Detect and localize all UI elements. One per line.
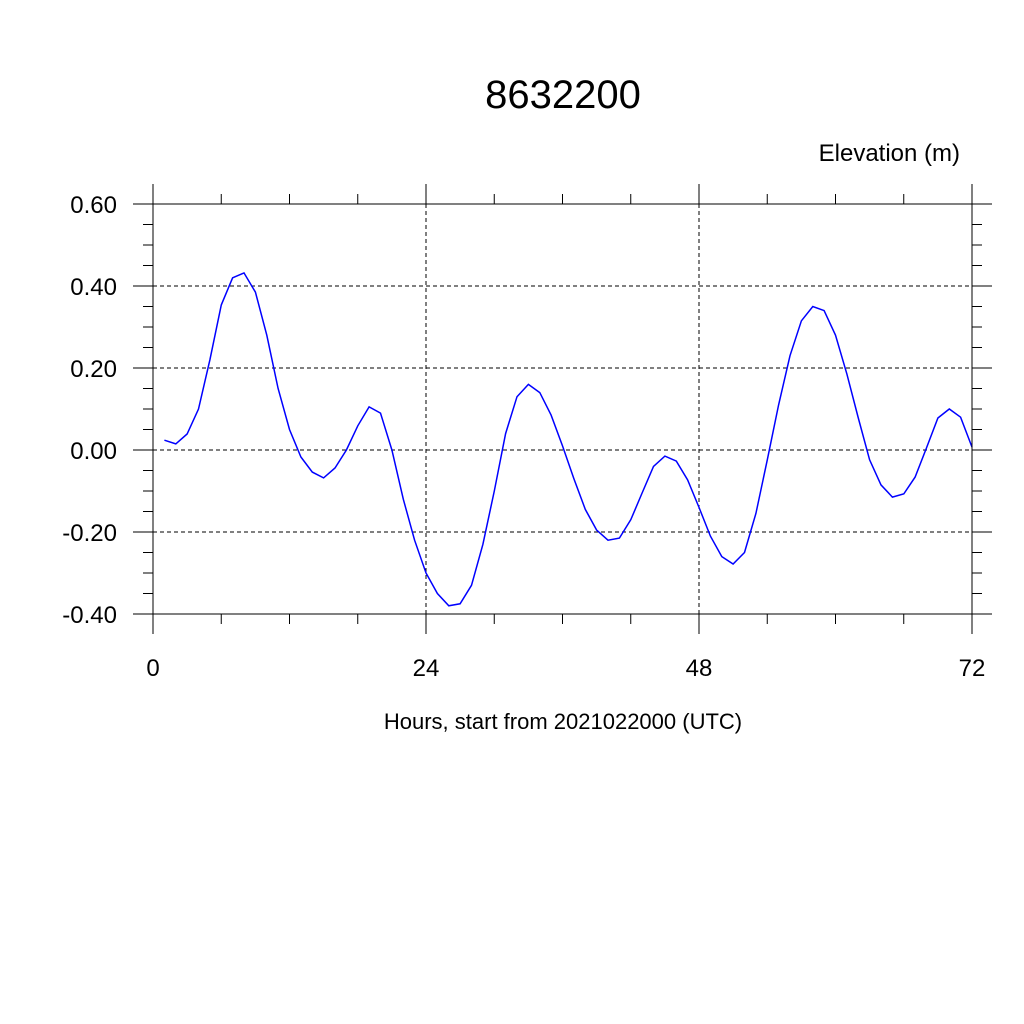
series-group <box>164 271 973 607</box>
grid-lines <box>153 204 972 614</box>
x-tick-label: 72 <box>959 655 986 682</box>
y-tick-label: -0.40 <box>62 602 117 629</box>
y-tick-label: -0.20 <box>62 520 117 547</box>
elevation-line <box>164 271 973 607</box>
x-tick-label: 24 <box>413 655 440 682</box>
y-tick-label: 0.40 <box>70 274 117 301</box>
axis-ticks <box>133 184 992 634</box>
y-tick-label: 0.20 <box>70 356 117 383</box>
y-axis-label: Elevation (m) <box>819 140 960 167</box>
plot-frame <box>152 203 973 615</box>
x-axis-label: Hours, start from 2021022000 (UTC) <box>384 709 742 734</box>
chart-title: 8632200 <box>485 73 641 117</box>
x-tick-label: 48 <box>686 655 713 682</box>
tick-labels: 0 24 48 72 -0.40 -0.20 0.00 0.20 0.40 0.60 <box>62 192 985 682</box>
y-tick-label: 0.00 <box>70 438 117 465</box>
y-tick-label: 0.60 <box>70 192 117 219</box>
x-tick-label: 0 <box>146 655 159 682</box>
